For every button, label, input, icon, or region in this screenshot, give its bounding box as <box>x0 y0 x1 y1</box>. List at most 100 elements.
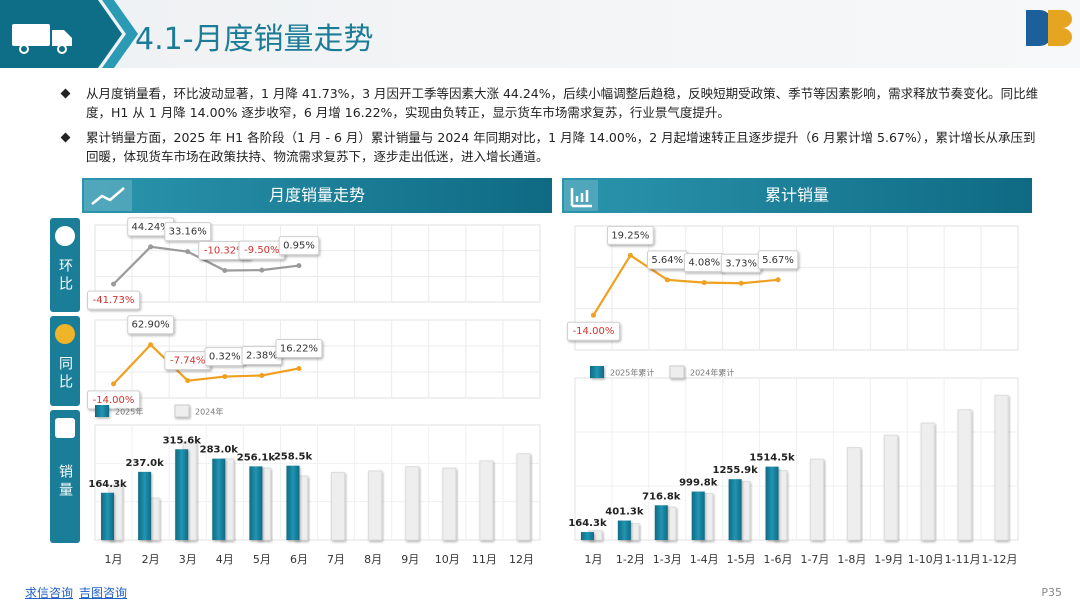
bullet: 从月度销量看，环比波动显著，1 月降 41.73%，3 月因开工季等因素大涨 4… <box>60 84 1040 122</box>
bar <box>405 466 420 541</box>
x-tick-label: 7月 <box>327 553 345 566</box>
data-label: 315.6k <box>163 435 202 446</box>
section-bar <box>562 178 1032 213</box>
x-tick-label: 1-12月 <box>982 553 1018 566</box>
label-box <box>86 390 141 410</box>
point <box>590 312 596 318</box>
data-label: 5.67% <box>762 255 794 266</box>
logo <box>1026 10 1072 46</box>
label-box <box>127 315 175 335</box>
x-tick-label: 5月 <box>253 553 271 566</box>
point <box>701 280 707 286</box>
x-tick-label: 6月 <box>290 553 308 566</box>
bar <box>479 460 494 541</box>
page-title: 4.1-月度销量走势 <box>135 22 374 57</box>
page-number: P35 <box>1041 586 1062 599</box>
x-tick-label: 10月 <box>435 553 460 566</box>
legend-swatch <box>669 365 685 379</box>
point <box>259 267 265 273</box>
header-band <box>0 0 1080 68</box>
legend-label: 2024年累计 <box>690 368 734 378</box>
line <box>592 253 779 316</box>
bar <box>580 532 594 540</box>
bar <box>212 458 226 540</box>
bar <box>809 458 824 541</box>
data-label: 1514.5k <box>749 453 795 464</box>
label-box <box>566 321 621 341</box>
section-icon <box>570 188 592 208</box>
label-box <box>164 222 212 242</box>
data-label: 33.16% <box>169 227 207 238</box>
point <box>222 374 228 380</box>
line <box>112 245 300 285</box>
point <box>148 244 154 250</box>
truck-icon <box>12 24 72 54</box>
point <box>259 373 265 379</box>
x-tick-label: 1-8月 <box>837 553 866 566</box>
bullet: 累计销量方面，2025 年 H1 各阶段（1 月 - 6 月）累计销量与 202… <box>60 128 1040 166</box>
data-label: 3.73% <box>725 258 757 269</box>
bar <box>368 470 383 541</box>
label-box <box>275 338 323 358</box>
point <box>185 249 191 255</box>
data-label: 999.8k <box>679 478 718 489</box>
data-label: 237.0k <box>125 458 164 469</box>
side-label: 同比 <box>50 316 80 406</box>
data-label: 256.1k <box>237 452 276 463</box>
x-tick-label: 1月 <box>584 553 602 566</box>
header-chevron <box>102 0 138 68</box>
point <box>185 378 191 384</box>
section-title: 累计销量 <box>765 186 829 205</box>
footer: 求信咨询 吉图咨询 <box>25 584 133 601</box>
bar <box>957 409 972 541</box>
legend-label: 2025年 <box>115 407 143 417</box>
line <box>112 343 300 385</box>
bar <box>138 471 152 540</box>
data-label: 0.32% <box>209 352 241 363</box>
data-label: 401.3k <box>605 507 644 518</box>
x-tick-label: 1-7月 <box>800 553 829 566</box>
label-box <box>757 250 799 270</box>
data-label: -10.32% <box>204 245 246 256</box>
bar <box>286 465 300 540</box>
point <box>111 281 117 287</box>
side-label: 环比 <box>50 218 80 312</box>
bar <box>654 505 668 540</box>
bar <box>175 449 189 540</box>
data-label: 19.25% <box>611 230 649 241</box>
x-tick-label: 1-2月 <box>616 553 645 566</box>
x-tick-label: 3月 <box>179 553 197 566</box>
legend-swatch <box>95 405 109 417</box>
data-label: 283.0k <box>200 445 239 456</box>
legend-label: 2025年累计 <box>610 368 654 378</box>
legend-swatch <box>174 404 190 418</box>
side-label-text: 同比 <box>57 356 73 392</box>
side-label: 销量 <box>50 410 80 543</box>
section-icon <box>91 187 125 205</box>
point <box>296 365 302 371</box>
point <box>222 267 228 273</box>
bar <box>331 471 346 541</box>
bar <box>883 434 898 541</box>
section-icon <box>84 180 132 211</box>
data-label: 2.38% <box>246 351 278 362</box>
data-label: -41.73% <box>93 295 135 306</box>
footer-link[interactable]: 求信咨询 <box>25 586 74 600</box>
side-label-text: 销量 <box>57 464 73 500</box>
x-tick-label: 1-9月 <box>874 553 903 566</box>
point <box>148 342 154 348</box>
bar <box>249 466 263 540</box>
data-label: 258.5k <box>274 452 313 463</box>
x-tick-label: 11月 <box>472 553 497 566</box>
data-label: 16.22% <box>280 343 318 354</box>
bar <box>516 453 531 541</box>
x-tick-label: 1月 <box>105 553 123 566</box>
bar <box>691 491 705 540</box>
footer-link[interactable]: 吉图咨询 <box>79 586 128 600</box>
label-box <box>86 290 141 310</box>
data-label: 1255.9k <box>713 465 759 476</box>
bar <box>617 520 631 540</box>
x-tick-label: 8月 <box>364 553 382 566</box>
